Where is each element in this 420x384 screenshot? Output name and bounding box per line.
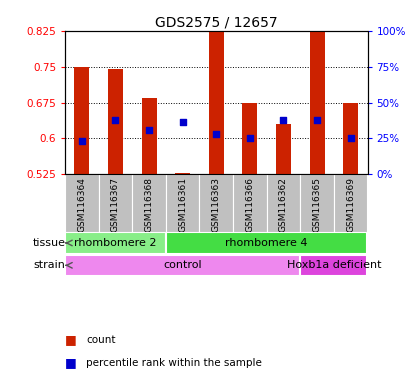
Text: Hoxb1a deficient: Hoxb1a deficient: [286, 260, 381, 270]
FancyBboxPatch shape: [334, 174, 368, 232]
Text: GSM116365: GSM116365: [312, 177, 322, 232]
Text: GSM116367: GSM116367: [111, 177, 120, 232]
Text: GSM116369: GSM116369: [346, 177, 355, 232]
Point: [79, 138, 85, 144]
Text: GSM116363: GSM116363: [212, 177, 221, 232]
FancyBboxPatch shape: [300, 174, 334, 232]
Text: count: count: [86, 335, 116, 345]
FancyBboxPatch shape: [65, 174, 99, 232]
Point: [112, 117, 119, 123]
Text: GSM116368: GSM116368: [144, 177, 154, 232]
FancyBboxPatch shape: [233, 174, 267, 232]
Text: ■: ■: [65, 356, 77, 369]
Point: [347, 135, 354, 141]
Point: [247, 135, 253, 141]
FancyBboxPatch shape: [99, 174, 132, 232]
Text: control: control: [163, 260, 202, 270]
Text: ■: ■: [65, 333, 77, 346]
Title: GDS2575 / 12657: GDS2575 / 12657: [155, 16, 278, 30]
FancyBboxPatch shape: [200, 174, 233, 232]
Bar: [343, 103, 358, 174]
Text: percentile rank within the sample: percentile rank within the sample: [86, 358, 262, 368]
Point: [314, 117, 320, 123]
Bar: [242, 103, 257, 174]
Bar: [276, 124, 291, 174]
Bar: [74, 67, 89, 174]
Point: [213, 131, 220, 137]
FancyBboxPatch shape: [132, 174, 166, 232]
Point: [146, 127, 152, 133]
Bar: [310, 23, 325, 174]
Text: GSM116362: GSM116362: [279, 177, 288, 232]
FancyBboxPatch shape: [166, 232, 368, 254]
FancyBboxPatch shape: [65, 255, 300, 276]
FancyBboxPatch shape: [166, 174, 200, 232]
FancyBboxPatch shape: [267, 174, 300, 232]
Text: strain: strain: [34, 260, 66, 270]
Text: rhombomere 2: rhombomere 2: [74, 238, 157, 248]
Text: rhombomere 4: rhombomere 4: [226, 238, 308, 248]
Point: [179, 119, 186, 125]
Text: GSM116364: GSM116364: [77, 177, 87, 232]
Point: [280, 117, 287, 123]
Bar: [209, 31, 224, 174]
Text: tissue: tissue: [33, 238, 66, 248]
FancyBboxPatch shape: [65, 232, 166, 254]
Bar: [142, 98, 157, 174]
Bar: [175, 173, 190, 174]
Text: GSM116361: GSM116361: [178, 177, 187, 232]
Bar: [108, 69, 123, 174]
Text: GSM116366: GSM116366: [245, 177, 255, 232]
FancyBboxPatch shape: [300, 255, 368, 276]
